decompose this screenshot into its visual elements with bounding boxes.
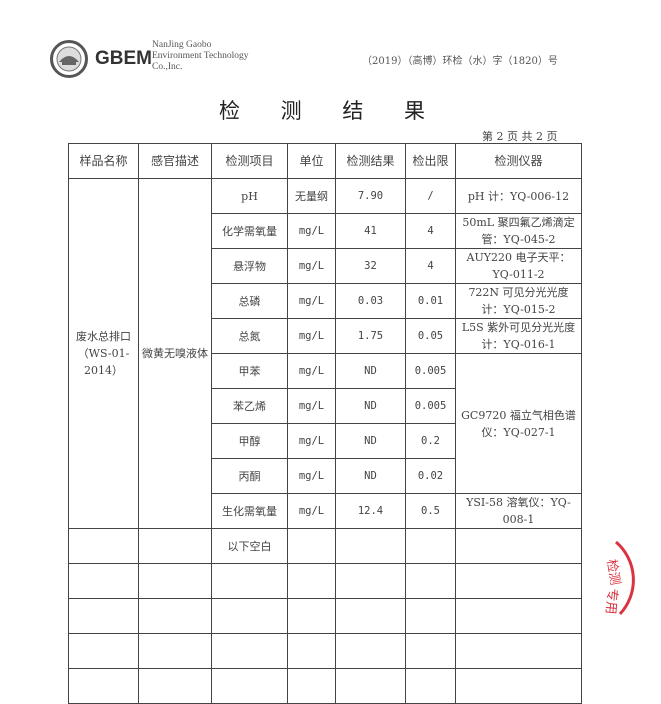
- empty-row: [68, 668, 582, 704]
- empty-cell: [455, 528, 582, 564]
- brand-name: GBEM: [95, 48, 152, 69]
- item: 总磷: [211, 283, 288, 319]
- unit: mg/L: [287, 458, 336, 494]
- item: 苯乙烯: [211, 388, 288, 424]
- table-row: 丙酮 mg/L ND 0.02: [69, 458, 582, 494]
- limit: /: [405, 178, 456, 214]
- svg-text:专用: 专用: [602, 588, 619, 615]
- instrument: pH 计：YQ-006-12: [455, 178, 582, 214]
- page-info: 第 2 页 共 2 页: [482, 130, 558, 143]
- unit: mg/L: [287, 248, 336, 284]
- result: ND: [335, 458, 406, 494]
- empty-cell: [287, 528, 336, 564]
- empty-cell: [68, 528, 139, 564]
- company-line: NanJing Gaobo: [152, 40, 212, 50]
- item: 化学需氧量: [211, 213, 288, 249]
- header-cell: 检测项目: [211, 143, 288, 179]
- table-row: 废水总排口（WS-01-2014） 微黄无嗅液体 pH 无量纲 7.90 / p…: [68, 178, 582, 529]
- item: 悬浮物: [211, 248, 288, 284]
- result: ND: [335, 353, 406, 389]
- limit: 0.05: [405, 318, 456, 354]
- company-name: NanJing Gaobo Environment Technology Co.…: [152, 40, 249, 73]
- table-row: 甲苯 mg/L ND 0.005 GC9720 福立气相色谱仪：YQ-027-1: [69, 353, 582, 494]
- limit: 4: [405, 213, 456, 249]
- blank-note: 以下空白: [211, 528, 288, 564]
- result: 7.90: [335, 178, 406, 214]
- result: 0.03: [335, 283, 406, 319]
- instrument: 50mL 聚四氟乙烯滴定管：YQ-045-2: [455, 213, 582, 249]
- unit: mg/L: [287, 353, 336, 389]
- description: 微黄无嗅液体: [138, 178, 212, 529]
- header-cell: 检测仪器: [455, 143, 582, 179]
- unit: mg/L: [287, 493, 336, 529]
- table-row: 总磷 mg/L 0.03 0.01 722N 可见分光光度计：YQ-015-2: [69, 283, 582, 319]
- table-row: 苯乙烯 mg/L ND 0.005: [69, 388, 582, 424]
- instrument: GC9720 福立气相色谱仪：YQ-027-1: [455, 353, 582, 494]
- svg-text:检测: 检测: [603, 558, 622, 586]
- limit: 0.01: [405, 283, 456, 319]
- item: 总氮: [211, 318, 288, 354]
- instrument: AUY220 电子天平：YQ-011-2: [455, 248, 582, 284]
- empty-cell: [335, 528, 406, 564]
- table-row: 悬浮物 mg/L 32 4 AUY220 电子天平：YQ-011-2: [69, 248, 582, 284]
- table-row: 化学需氧量 mg/L 41 4 50mL 聚四氟乙烯滴定管：YQ-045-2: [69, 213, 582, 249]
- table-row: 以下空白: [68, 528, 582, 564]
- limit: 4: [405, 248, 456, 284]
- unit: mg/L: [287, 388, 336, 424]
- unit: mg/L: [287, 213, 336, 249]
- result: ND: [335, 423, 406, 459]
- result: 41: [335, 213, 406, 249]
- empty-row: [68, 598, 582, 634]
- empty-row: [68, 563, 582, 599]
- header-cell: 单位: [287, 143, 336, 179]
- unit: mg/L: [287, 318, 336, 354]
- limit: 0.005: [405, 388, 456, 424]
- empty-row: [68, 633, 582, 669]
- document-number: （2019）（高博）环检（水）字（1820）号: [362, 56, 558, 67]
- unit: mg/L: [287, 283, 336, 319]
- result: ND: [335, 388, 406, 424]
- header-cell: 检测结果: [335, 143, 406, 179]
- header-cell: 检出限: [405, 143, 456, 179]
- company-line: Co.,Inc.: [152, 62, 183, 72]
- instrument: YSI-58 溶氧仪：YQ-008-1: [455, 493, 582, 529]
- item: pH: [211, 178, 288, 214]
- table-header-row: 样品名称 感官描述 检测项目 单位 检测结果 检出限 检测仪器: [68, 143, 582, 179]
- results-table: 样品名称 感官描述 检测项目 单位 检测结果 检出限 检测仪器 废水总排口（WS…: [68, 143, 582, 704]
- official-stamp: 检测 专用: [602, 540, 635, 616]
- unit: 无量纲: [287, 178, 336, 214]
- item: 甲苯: [211, 353, 288, 389]
- limit: 0.02: [405, 458, 456, 494]
- company-logo: [50, 40, 88, 78]
- item: 丙酮: [211, 458, 288, 494]
- empty-cell: [138, 528, 212, 564]
- instrument: L5S 紫外可见分光光度计：YQ-016-1: [455, 318, 582, 354]
- result: 12.4: [335, 493, 406, 529]
- item: 甲醇: [211, 423, 288, 459]
- page-title: 检 测 结 果: [218, 99, 443, 123]
- instrument: 722N 可见分光光度计：YQ-015-2: [455, 283, 582, 319]
- result: 1.75: [335, 318, 406, 354]
- company-line: Environment Technology: [152, 51, 249, 61]
- header-cell: 感官描述: [138, 143, 212, 179]
- empty-cell: [405, 528, 456, 564]
- header-cell: 样品名称: [68, 143, 139, 179]
- limit: 0.5: [405, 493, 456, 529]
- item: 生化需氧量: [211, 493, 288, 529]
- table-row: 生化需氧量 mg/L 12.4 0.5 YSI-58 溶氧仪：YQ-008-1: [69, 493, 582, 529]
- limit: 0.005: [405, 353, 456, 389]
- limit: 0.2: [405, 423, 456, 459]
- unit: mg/L: [287, 423, 336, 459]
- result: 32: [335, 248, 406, 284]
- sample-name: 废水总排口（WS-01-2014）: [68, 178, 139, 529]
